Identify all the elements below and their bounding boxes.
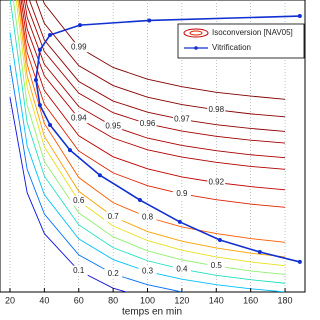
x-tick-label: 100	[140, 295, 155, 305]
contour-label-bg	[69, 113, 88, 124]
vitrification-marker	[77, 23, 82, 28]
contour-label-bg	[138, 266, 157, 277]
x-tick-label: 20	[5, 295, 15, 305]
vitrification-marker	[37, 47, 42, 52]
contour-line	[23, 0, 286, 159]
contour-label-bg	[69, 195, 88, 206]
contour-label: 0.4	[176, 264, 188, 273]
vitrification-marker	[67, 148, 72, 153]
contour-line	[28, 0, 286, 132]
contour-line	[22, 0, 286, 170]
contour-label-bg	[138, 118, 157, 129]
contour-label: 0.7	[108, 212, 120, 221]
x-tick-label: 180	[278, 295, 293, 305]
contour-label: 0.96	[140, 119, 156, 128]
contour-line	[15, 0, 286, 267]
contour-label: 0.2	[108, 269, 120, 278]
plot: 0.1 0.2 0.3 0.4 0.5 0.6 0.7 0.8 0.9 0.92 0.94 0.95 0…	[9, 0, 302, 292]
contour-label: 0.9	[176, 189, 188, 198]
legend-box	[177, 23, 305, 59]
contour-label-bg	[104, 211, 123, 222]
contour-label: 0.98	[208, 105, 224, 114]
contour-label: 0.94	[71, 113, 87, 122]
legend-symbol	[194, 46, 198, 50]
x-axis-label: temps en min	[122, 307, 182, 318]
vitrification-marker	[37, 103, 42, 108]
contour-line	[9, 0, 286, 284]
legend-symbol	[189, 30, 203, 36]
vitrification-marker	[297, 259, 302, 264]
contour-label-bg	[172, 114, 191, 125]
contour-label: 0.8	[142, 212, 154, 221]
contour-label: 0.3	[142, 267, 154, 276]
legend-label: Vitrification	[212, 43, 251, 52]
vitrification-marker	[297, 14, 302, 19]
contour-label: 0.99	[71, 42, 87, 51]
contour-label: 0.6	[73, 196, 85, 205]
contour-label: 0.97	[174, 115, 190, 124]
vitrification-marker	[48, 122, 53, 127]
contour-label-bg	[207, 104, 226, 115]
vitrification-marker	[137, 198, 142, 203]
legend: Isoconversion [NAV05] Vitrification	[177, 23, 305, 59]
contour-label-bg	[172, 188, 191, 199]
contour-line	[20, 0, 286, 191]
contour-line	[25, 0, 286, 144]
contour-label-bg	[207, 177, 226, 188]
contour-label-bg	[69, 265, 88, 276]
vitrification-marker	[217, 238, 222, 243]
contour-label-bg	[207, 261, 226, 272]
contour-label-bg	[172, 264, 191, 275]
contour-line	[9, 97, 128, 292]
contour-label: 0.92	[208, 178, 224, 187]
vitrification-marker	[48, 33, 53, 38]
contour-label-bg	[104, 268, 123, 279]
vitrification-marker	[97, 173, 102, 178]
x-tick-label: 80	[108, 295, 118, 305]
contour-label: 0.95	[105, 122, 121, 131]
contour-label: 0.5	[211, 261, 223, 270]
contour-line	[35, 0, 286, 118]
contour-line	[9, 64, 186, 292]
contour-line	[9, 32, 286, 292]
contour-label: 0.1	[73, 266, 85, 275]
contour-line	[17, 0, 286, 258]
contour-label-bg	[138, 212, 157, 223]
contour-label-bg	[69, 42, 88, 53]
vitrification-marker	[33, 78, 38, 83]
contour-line	[42, 0, 286, 100]
contour-line	[18, 0, 286, 243]
x-tick-label: 120	[174, 295, 189, 305]
x-tick-label: 40	[39, 295, 49, 305]
vitrification-marker	[177, 219, 182, 224]
contour-label-bg	[104, 121, 123, 132]
vitrification-marker	[257, 249, 262, 254]
x-tick-label: 160	[243, 295, 258, 305]
x-tick-label: 140	[209, 295, 224, 305]
legend-symbol	[183, 28, 209, 38]
legend-label: Isoconversion [NAV05]	[212, 28, 293, 37]
vitrification-marker	[147, 18, 152, 23]
contour-line	[12, 0, 286, 275]
x-tick-label: 60	[74, 295, 84, 305]
